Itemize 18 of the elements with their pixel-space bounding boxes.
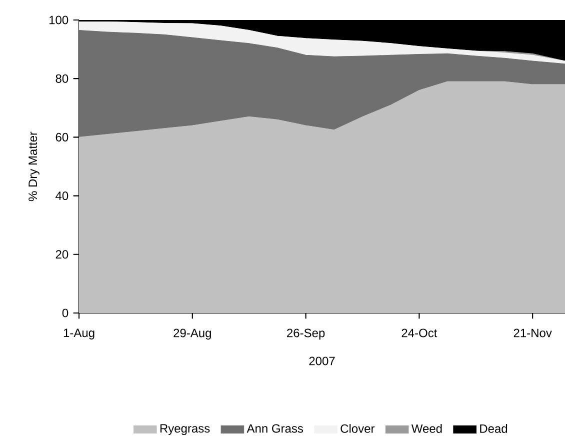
y-tick-label: 100 <box>50 16 68 24</box>
y-tick-label: 20 <box>56 250 68 259</box>
y-axis-title: % Dry Matter <box>28 132 40 202</box>
x-tick-label: 1-Aug <box>64 328 94 340</box>
x-axis-title: 2007 <box>309 356 335 366</box>
legend-label: Ann Grass <box>246 424 304 433</box>
legend-label: Weed <box>411 424 442 433</box>
legend-label: Ryegrass <box>160 424 210 436</box>
x-tick-label: 26-Sep <box>287 328 325 340</box>
legend-label: Dead <box>480 424 508 433</box>
legend-label: Clover <box>340 424 375 433</box>
y-tick-label: 60 <box>56 132 68 142</box>
x-tick-label: 24-Oct <box>402 328 438 338</box>
x-tick-label: 21-Nov <box>514 328 552 338</box>
x-tick-label: 29-Aug <box>174 328 211 340</box>
y-tick-label: 80 <box>56 74 68 83</box>
y-tick-label: 40 <box>56 192 68 200</box>
y-tick-label: 0 <box>62 308 68 318</box>
